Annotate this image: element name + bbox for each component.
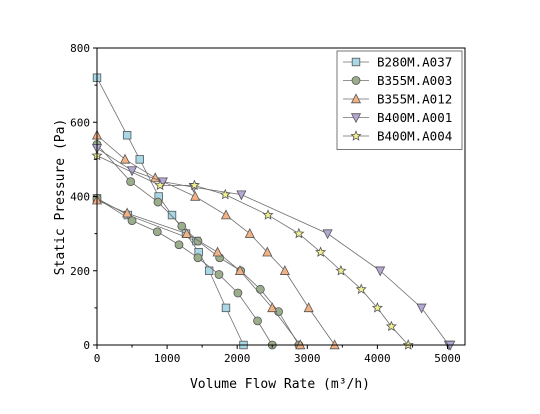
data-point bbox=[122, 131, 132, 140]
legend-marker bbox=[351, 57, 361, 67]
axes-layer: 0 1000 2000 3000 4000 5000 0 200 400 600 800 bbox=[70, 42, 466, 365]
legend-item: B355M.A003 bbox=[343, 73, 452, 88]
data-point bbox=[153, 197, 163, 207]
data-point bbox=[244, 227, 255, 238]
data-point bbox=[122, 207, 133, 218]
series-b400m-a004 bbox=[91, 149, 414, 350]
legend-marker bbox=[350, 113, 362, 124]
series-line bbox=[96, 198, 273, 346]
series-line-secondary bbox=[96, 199, 301, 346]
data-point bbox=[177, 221, 187, 231]
data-point bbox=[190, 190, 201, 201]
y-tick-label: 400 bbox=[70, 191, 90, 204]
data-point bbox=[214, 270, 224, 279]
data-point bbox=[255, 284, 265, 294]
data-point bbox=[322, 229, 333, 240]
data-point bbox=[262, 246, 273, 257]
data-point bbox=[385, 320, 397, 332]
y-tick-label: 200 bbox=[70, 265, 90, 278]
data-point bbox=[126, 177, 136, 187]
data-point bbox=[181, 227, 192, 238]
legend-item: B355M.A012 bbox=[343, 92, 452, 107]
data-point bbox=[119, 153, 131, 164]
y-tick-label: 0 bbox=[83, 339, 90, 352]
data-point bbox=[315, 246, 327, 257]
data-point bbox=[212, 246, 223, 257]
x-tick-label: 0 bbox=[94, 352, 101, 365]
data-point bbox=[135, 155, 144, 164]
data-point bbox=[221, 303, 231, 313]
series-b400m-a001 bbox=[91, 144, 456, 351]
series-line bbox=[96, 155, 409, 346]
data-point bbox=[335, 264, 347, 276]
data-point bbox=[416, 303, 427, 314]
data-point bbox=[267, 302, 278, 313]
legend-marker bbox=[350, 130, 362, 141]
y-tick-label: 600 bbox=[70, 116, 90, 129]
data-point bbox=[253, 316, 262, 326]
legend-label: B400M.A004 bbox=[377, 129, 452, 144]
y-axis-title: Static Pressure (Pa) bbox=[53, 119, 68, 276]
series-line-secondary bbox=[96, 144, 300, 346]
legend-label: B400M.A001 bbox=[377, 110, 452, 125]
legend-item: B280M.A037 bbox=[343, 55, 452, 70]
series-b280m-a037 bbox=[92, 73, 248, 350]
data-point bbox=[174, 240, 184, 250]
data-point bbox=[293, 227, 305, 239]
x-axis-title: Volume Flow Rate (m³/h) bbox=[190, 377, 370, 392]
x-tick-label: 3000 bbox=[294, 352, 321, 365]
x-tick-label: 2000 bbox=[224, 352, 251, 365]
data-point bbox=[236, 190, 247, 201]
y-tick-label: 800 bbox=[70, 42, 90, 55]
legend-item: B400M.A001 bbox=[343, 110, 452, 125]
data-point bbox=[220, 209, 232, 220]
legend-item: B400M.A004 bbox=[343, 129, 452, 144]
data-point bbox=[371, 302, 383, 313]
data-point bbox=[154, 179, 166, 191]
legend-label: B355M.A003 bbox=[377, 73, 452, 88]
data-point bbox=[375, 266, 386, 277]
legend-marker bbox=[351, 76, 361, 85]
x-tick-label: 1000 bbox=[154, 352, 181, 365]
data-point bbox=[303, 302, 314, 313]
data-point bbox=[355, 283, 367, 295]
data-point bbox=[127, 216, 137, 226]
legend-label: B280M.A037 bbox=[377, 55, 452, 70]
data-point bbox=[152, 227, 162, 237]
data-point bbox=[204, 266, 214, 275]
series-line bbox=[96, 147, 450, 346]
series-line bbox=[96, 134, 335, 346]
data-point bbox=[279, 265, 290, 275]
legend: B280M.A037 B355M.A003 B355M.A012 B400M.A001… bbox=[336, 50, 463, 150]
series-b355m-a003 bbox=[92, 140, 304, 350]
data-point bbox=[234, 265, 246, 275]
data-point bbox=[262, 209, 274, 220]
legend-label: B355M.A012 bbox=[377, 92, 452, 107]
x-tick-label: 5000 bbox=[434, 352, 461, 365]
x-tick-label: 4000 bbox=[364, 352, 391, 365]
data-point bbox=[233, 288, 243, 298]
data-point bbox=[193, 253, 203, 263]
data-point bbox=[167, 210, 177, 220]
data-point bbox=[219, 188, 231, 200]
series-b355m-a012 bbox=[91, 129, 340, 350]
legend-marker bbox=[350, 93, 362, 104]
data-point bbox=[188, 179, 200, 191]
